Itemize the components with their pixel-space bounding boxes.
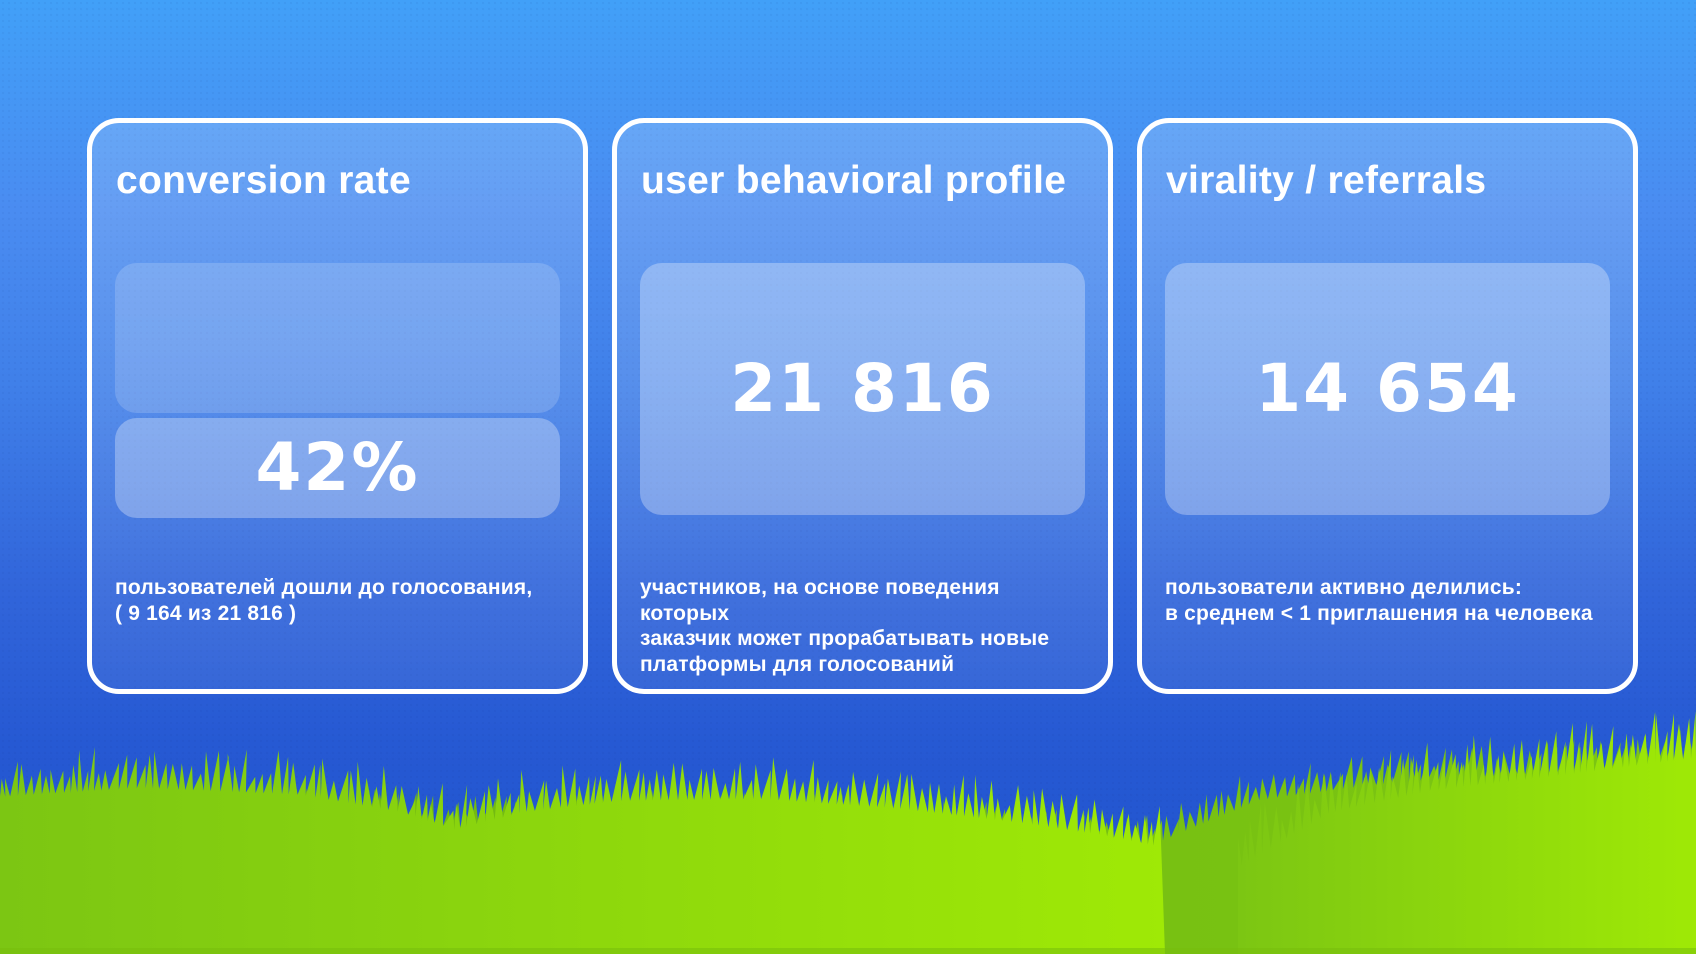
grass-left-mound xyxy=(0,747,1165,954)
grass-right-mound xyxy=(1238,711,1696,954)
stat-value: 21 816 xyxy=(730,350,995,427)
stat-panels: 21 816 xyxy=(640,263,1085,515)
card-title: conversion rate xyxy=(116,159,411,202)
grass-back-layer xyxy=(0,729,1696,954)
stat-panels: 14 654 xyxy=(1165,263,1610,515)
card-conversion-rate: conversion rate 42% пользователей дошли … xyxy=(87,118,588,694)
empty-stat-panel xyxy=(115,263,560,413)
stat-panel: 14 654 xyxy=(1165,263,1610,515)
card-user-behavioral-profile: user behavioral profile 21 816 участнико… xyxy=(612,118,1113,694)
card-caption: пользователей дошли до голосования, ( 9 … xyxy=(115,576,533,625)
stat-value: 14 654 xyxy=(1255,350,1520,427)
metrics-cards-row: conversion rate 42% пользователей дошли … xyxy=(87,118,1638,694)
card-caption: участников, на основе поведения которых … xyxy=(640,576,1050,676)
card-virality-referrals: virality / referrals 14 654 пользователи… xyxy=(1137,118,1638,694)
stat-panel: 21 816 xyxy=(640,263,1085,515)
card-caption: пользователи активно делились: в среднем… xyxy=(1165,576,1593,625)
grass-bottom-edge xyxy=(0,948,1696,954)
stat-panel: 42% xyxy=(115,418,560,518)
stat-value: 42% xyxy=(255,429,420,506)
card-title: virality / referrals xyxy=(1166,159,1487,202)
stat-panels: 42% xyxy=(115,263,560,518)
card-title: user behavioral profile xyxy=(641,159,1067,202)
